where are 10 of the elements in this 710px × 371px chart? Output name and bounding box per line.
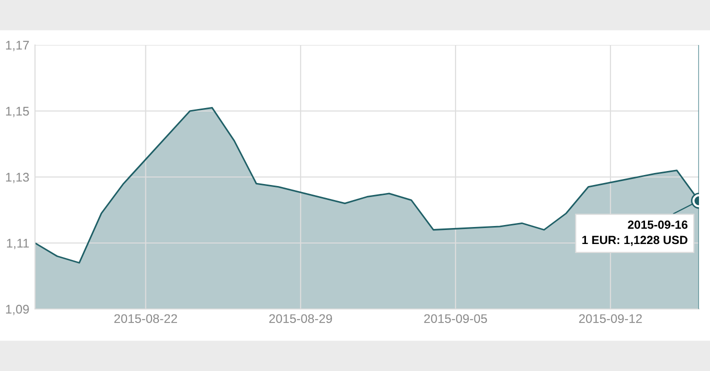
y-tick-label: 1,15	[6, 106, 29, 118]
x-tick-label: 2015-08-22	[114, 314, 178, 324]
y-tick-label: 1,13	[6, 172, 29, 184]
y-tick-label: 1,17	[6, 40, 29, 52]
x-tick-label: 2015-09-12	[579, 314, 642, 324]
y-tick-label: 1,09	[6, 304, 29, 316]
y-tick-label: 1,11	[6, 238, 29, 250]
x-tick-label: 2015-09-05	[424, 314, 487, 324]
annotation: 2015-09-16 1 EUR: 1,1228 USD	[582, 220, 688, 246]
x-tick-label: 2015-08-29	[269, 314, 332, 324]
